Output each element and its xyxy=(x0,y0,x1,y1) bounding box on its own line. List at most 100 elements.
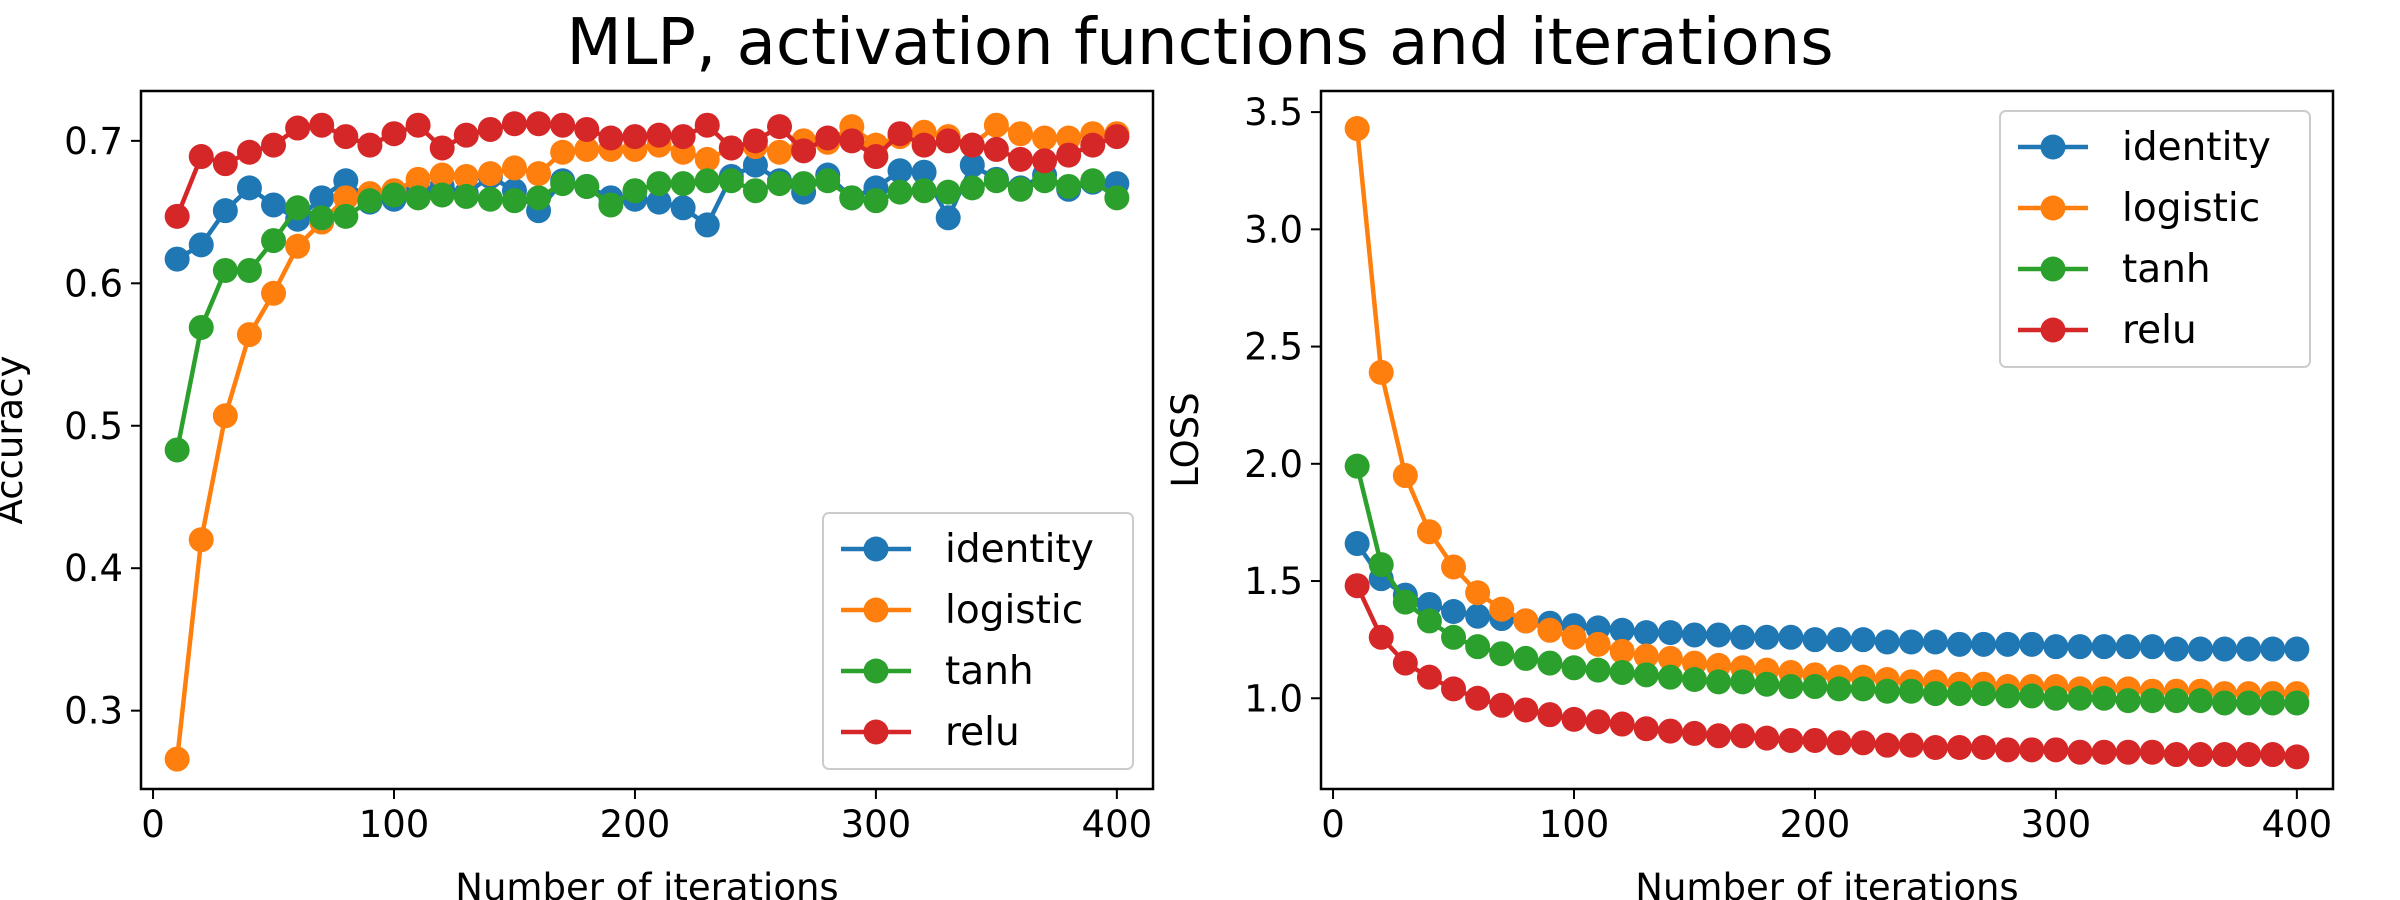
accuracy-legend-marker-identity xyxy=(863,536,889,562)
accuracy-point-logistic xyxy=(767,139,793,165)
accuracy-point-identity xyxy=(164,246,190,272)
loss-legend-marker-relu xyxy=(2040,317,2066,343)
accuracy-point-tanh xyxy=(622,178,648,204)
loss-series-tanh xyxy=(1344,453,2310,716)
loss-point-relu xyxy=(1537,702,1563,728)
loss-point-relu xyxy=(1416,664,1442,690)
loss-point-relu xyxy=(1898,732,1924,758)
loss-point-identity xyxy=(2067,634,2093,660)
loss-point-relu xyxy=(1730,723,1756,749)
accuracy-point-relu xyxy=(742,128,768,154)
loss-point-tanh xyxy=(2043,685,2069,711)
loss-point-tanh xyxy=(2139,688,2165,714)
loss-point-relu xyxy=(1947,734,1973,760)
accuracy-point-identity xyxy=(959,152,985,178)
loss-point-relu xyxy=(2091,739,2117,765)
loss-point-relu xyxy=(1513,697,1539,723)
loss-point-relu xyxy=(2187,742,2213,768)
loss-point-identity xyxy=(1344,531,1370,557)
loss-point-tanh xyxy=(2115,688,2141,714)
loss-legend-marker-logistic xyxy=(2040,195,2066,221)
loss-point-identity xyxy=(2139,634,2165,660)
accuracy-point-relu xyxy=(983,136,1009,162)
accuracy-point-relu xyxy=(670,124,696,150)
accuracy-point-tanh xyxy=(646,171,672,197)
loss-y-axis-label: LOSS xyxy=(1164,392,1207,487)
accuracy-point-relu xyxy=(188,144,214,170)
accuracy-point-tanh xyxy=(887,179,913,205)
accuracy-point-tanh xyxy=(670,171,696,197)
accuracy-point-tanh xyxy=(333,203,359,229)
accuracy-point-logistic xyxy=(1056,125,1082,151)
loss-point-relu xyxy=(1971,734,1997,760)
accuracy-legend-label-identity: identity xyxy=(945,527,1094,572)
loss-point-relu xyxy=(1465,685,1491,711)
loss-point-relu xyxy=(1850,730,1876,756)
accuracy-point-tanh xyxy=(453,183,479,209)
loss-point-logistic xyxy=(1513,608,1539,634)
loss-point-identity xyxy=(2091,634,2117,660)
loss-point-tanh xyxy=(2019,683,2045,709)
accuracy-point-relu xyxy=(381,121,407,147)
loss-point-tanh xyxy=(1947,681,1973,707)
accuracy-point-tanh xyxy=(1007,176,1033,202)
accuracy-point-logistic xyxy=(501,155,527,181)
loss-point-tanh xyxy=(1826,676,1852,702)
loss-point-tanh xyxy=(1368,552,1394,578)
accuracy-point-relu xyxy=(694,112,720,138)
loss-point-relu xyxy=(2163,742,2189,768)
accuracy-x-tick-label: 100 xyxy=(359,803,430,846)
loss-point-identity xyxy=(2236,636,2262,662)
loss-point-relu xyxy=(1754,725,1780,751)
loss-point-relu xyxy=(1706,723,1732,749)
accuracy-series-tanh xyxy=(164,168,1130,463)
accuracy-legend-label-relu: relu xyxy=(945,710,1020,755)
loss-x-axis-label: Number of iterations xyxy=(1635,866,2018,900)
accuracy-point-relu xyxy=(477,116,503,142)
accuracy-point-identity xyxy=(911,159,937,185)
loss-point-tanh xyxy=(1392,589,1418,615)
accuracy-point-tanh xyxy=(911,178,937,204)
loss-point-identity xyxy=(2163,636,2189,662)
loss-point-relu xyxy=(2043,737,2069,763)
loss-point-identity xyxy=(1441,599,1467,625)
accuracy-point-tanh xyxy=(935,179,961,205)
loss-point-tanh xyxy=(1850,676,1876,702)
loss-point-logistic xyxy=(1585,631,1611,657)
accuracy-series-relu xyxy=(164,111,1130,229)
accuracy-point-tanh xyxy=(405,185,431,211)
accuracy-point-relu xyxy=(333,124,359,150)
loss-x-tick-label: 300 xyxy=(2021,803,2092,846)
loss-point-identity xyxy=(1898,629,1924,655)
loss-series-relu xyxy=(1344,573,2310,770)
loss-point-identity xyxy=(1633,620,1659,646)
accuracy-point-relu xyxy=(1056,142,1082,168)
loss-point-identity xyxy=(1730,624,1756,650)
accuracy-point-relu xyxy=(212,151,238,177)
accuracy-point-relu xyxy=(718,135,744,161)
loss-point-tanh xyxy=(1633,662,1659,688)
accuracy-point-tanh xyxy=(501,188,527,214)
loss-point-identity xyxy=(1754,624,1780,650)
loss-point-relu xyxy=(1368,624,1394,650)
loss-point-relu xyxy=(1995,737,2021,763)
loss-point-tanh xyxy=(2187,688,2213,714)
accuracy-point-logistic xyxy=(429,162,455,188)
accuracy-point-relu xyxy=(501,111,527,137)
accuracy-legend-label-tanh: tanh xyxy=(945,649,1034,694)
loss-x-tick-label: 200 xyxy=(1780,803,1851,846)
loss-point-logistic xyxy=(1537,617,1563,643)
loss-point-identity xyxy=(1826,627,1852,653)
loss-point-tanh xyxy=(2236,690,2262,716)
accuracy-point-tanh xyxy=(767,171,793,197)
accuracy-point-tanh xyxy=(839,185,865,211)
accuracy-point-identity xyxy=(333,168,359,194)
loss-point-tanh xyxy=(1898,678,1924,704)
accuracy-point-relu xyxy=(815,125,841,151)
accuracy-point-relu xyxy=(598,125,624,151)
accuracy-point-relu xyxy=(550,112,576,138)
loss-point-tanh xyxy=(1802,674,1828,700)
accuracy-point-tanh xyxy=(694,168,720,194)
loss-point-tanh xyxy=(1706,669,1732,695)
loss-x-tick-label: 100 xyxy=(1539,803,1610,846)
